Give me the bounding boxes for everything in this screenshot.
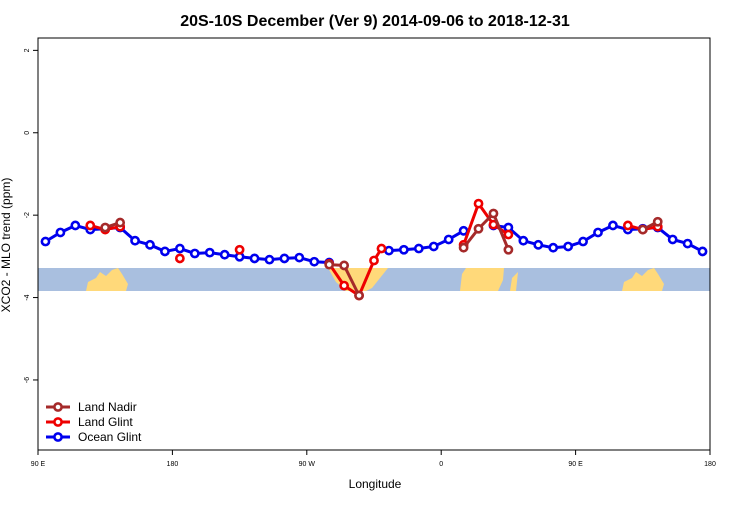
legend-marker <box>53 432 63 442</box>
data-point <box>279 253 290 264</box>
data-point <box>339 280 350 291</box>
data-point <box>503 244 514 255</box>
data-point <box>85 220 96 231</box>
y-axis-label: XCO2 - MLO trend (ppm) <box>0 178 13 313</box>
data-point <box>652 216 663 227</box>
data-point <box>443 234 454 245</box>
data-point <box>697 246 708 257</box>
data-point <box>518 235 529 246</box>
data-point <box>398 244 409 255</box>
data-point <box>234 244 245 255</box>
data-point <box>608 220 618 231</box>
data-point <box>428 241 439 252</box>
chart-title: 20S-10S December (Ver 9) 2014-09-06 to 2… <box>180 13 570 30</box>
map-strip <box>38 268 710 291</box>
data-point <box>354 290 364 301</box>
data-point <box>40 236 51 247</box>
data-point <box>70 220 81 231</box>
data-point <box>219 249 230 260</box>
x-axis-label: Longitude <box>349 477 402 491</box>
legend-label: Ocean Glint <box>78 430 142 444</box>
data-point <box>593 227 603 238</box>
x-tick-label: 90 W <box>299 461 316 468</box>
data-point <box>622 220 633 231</box>
data-point <box>637 224 648 235</box>
y-tick-label: 2 <box>24 48 31 52</box>
data-point <box>376 243 387 254</box>
x-tick-label: 90 E <box>31 461 46 468</box>
y-tick-label: 0 <box>24 131 31 135</box>
data-point <box>413 243 424 254</box>
data-point <box>174 243 185 254</box>
data-point <box>249 253 260 264</box>
land <box>460 268 518 291</box>
data-point <box>324 259 335 270</box>
data-point <box>682 238 693 249</box>
data-point <box>458 225 469 236</box>
x-tick-label: 0 <box>439 461 443 468</box>
x-tick-label: 180 <box>167 461 179 468</box>
data-point <box>160 246 170 257</box>
y-tick-label: -6 <box>24 377 31 383</box>
x-tick-label: 180 <box>704 461 716 468</box>
data-point <box>458 242 469 253</box>
data-point <box>309 256 320 267</box>
data-point <box>667 234 678 245</box>
data-point <box>563 241 574 252</box>
data-point <box>174 253 185 264</box>
land <box>622 268 664 291</box>
data-point <box>204 247 215 258</box>
data-point <box>264 254 275 265</box>
y-tick-label: -4 <box>24 294 31 300</box>
legend-marker <box>53 417 63 427</box>
x-tick-label: 90 E <box>568 461 583 468</box>
data-point <box>473 223 484 234</box>
legend-label: Land Glint <box>78 415 133 429</box>
data-point <box>503 229 514 240</box>
data-point <box>189 248 200 259</box>
data-point <box>145 239 155 250</box>
y-tick-label: -2 <box>24 212 31 218</box>
data-point <box>339 260 350 271</box>
data-point <box>100 222 111 233</box>
data-point <box>130 235 140 246</box>
land <box>86 268 128 291</box>
data-point <box>533 239 544 250</box>
data-point <box>384 245 394 256</box>
data-point <box>548 242 559 253</box>
plot-frame <box>37 37 711 451</box>
data-point <box>369 255 379 266</box>
data-point <box>488 208 499 219</box>
legend-marker <box>53 402 63 412</box>
data-point <box>473 198 484 209</box>
data-point <box>578 236 588 247</box>
data-point <box>115 217 126 228</box>
data-point <box>294 252 305 263</box>
legend-label: Land Nadir <box>78 400 137 414</box>
data-point <box>55 227 66 238</box>
